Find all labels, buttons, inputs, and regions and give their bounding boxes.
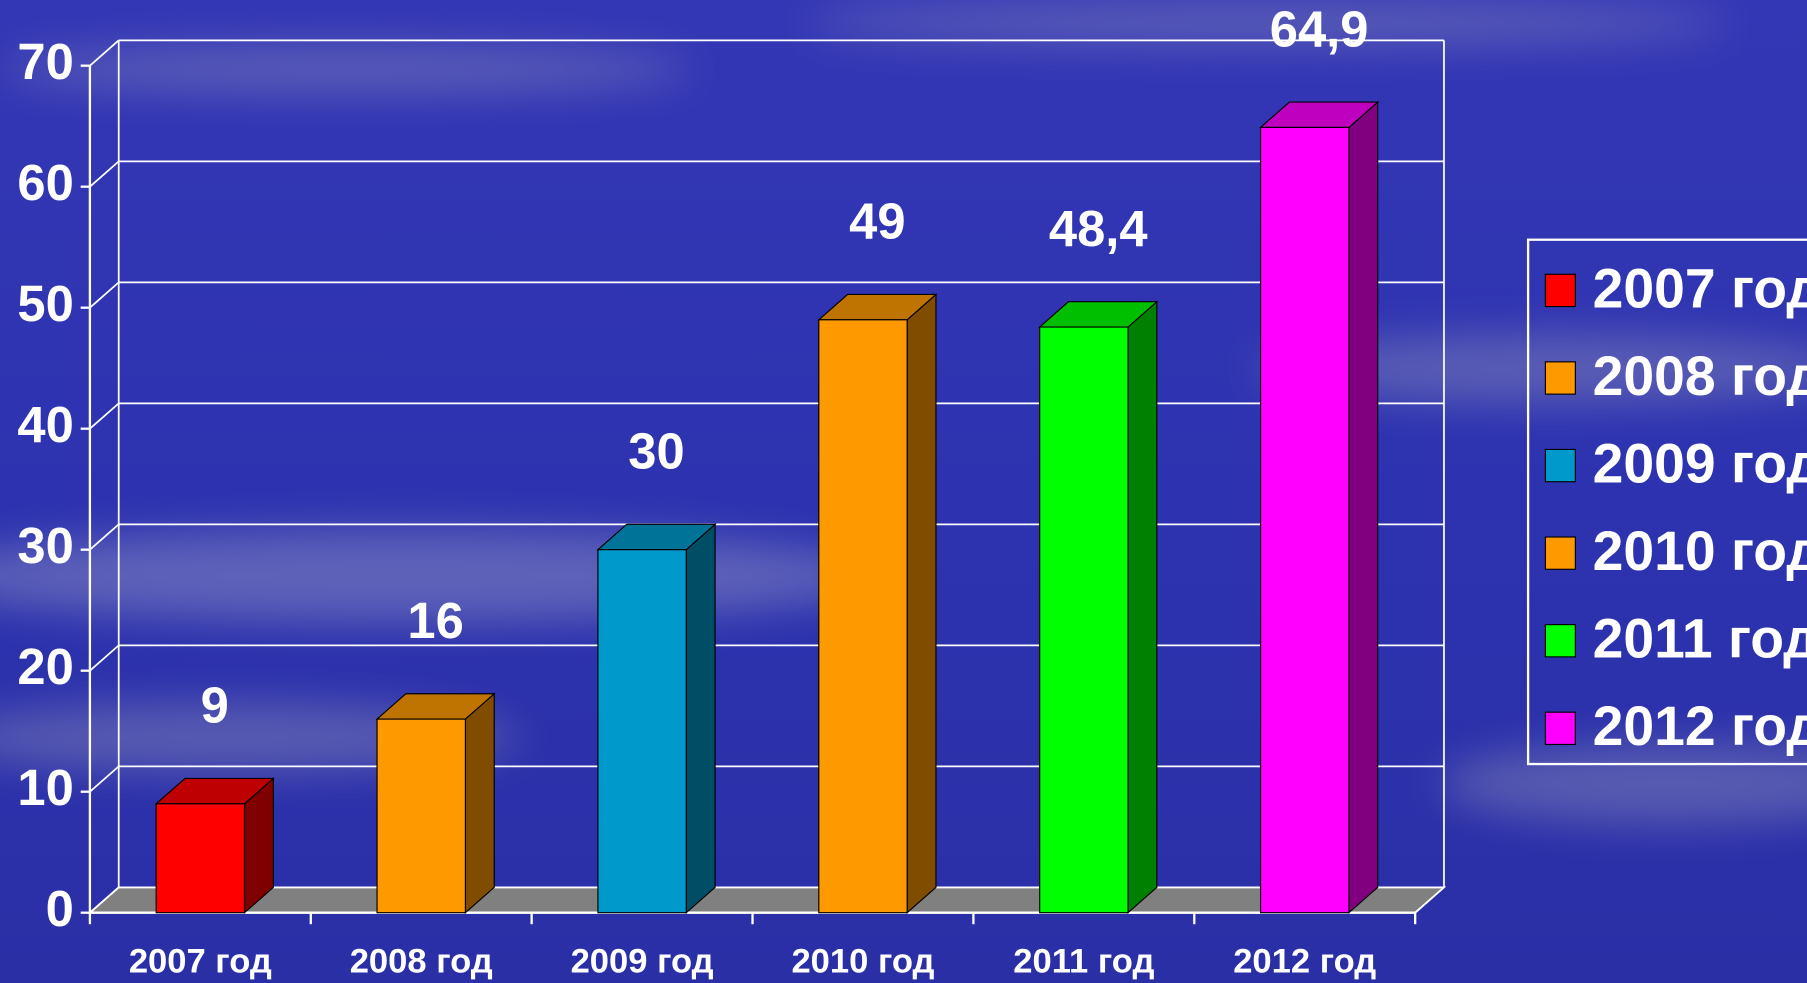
bar-side (1348, 100, 1379, 914)
legend-swatch (1544, 536, 1576, 570)
y-tick-label: 20 (17, 638, 73, 695)
x-tick-label: 2012 год (1233, 943, 1376, 981)
floor (87, 886, 1447, 914)
value-label: 64,9 (1270, 0, 1369, 57)
legend-swatch (1544, 361, 1576, 395)
legend-swatch (1544, 448, 1576, 483)
bar (155, 803, 246, 914)
y-tick-label: 30 (17, 517, 73, 574)
x-tick-label: 2011 год (1013, 943, 1154, 981)
y-tick-label: 10 (17, 759, 73, 816)
legend-swatch (1544, 711, 1576, 746)
y-tick-label: 60 (17, 154, 73, 211)
value-label: 49 (849, 193, 905, 250)
bar-side (464, 692, 495, 914)
legend-label: 2008 год (1593, 345, 1807, 407)
legend-label: 2011 год (1593, 608, 1807, 670)
value-label: 30 (628, 423, 684, 480)
value-label: 9 (201, 677, 229, 734)
x-tick-label: 2007 год (129, 943, 272, 981)
floor-edge (1414, 886, 1445, 914)
grid-line (89, 765, 120, 793)
grid-line (89, 402, 120, 430)
y-tick-label: 0 (46, 880, 74, 937)
x-tick-label: 2009 год (571, 943, 714, 981)
bar-side (906, 293, 937, 914)
legend-box (1526, 238, 1807, 766)
bar (1259, 126, 1350, 914)
value-label: 16 (407, 592, 463, 649)
grid-line (89, 160, 120, 188)
y-tick-label: 70 (17, 33, 73, 90)
legend-swatch (1544, 624, 1576, 658)
x-tick-label: 2010 год (791, 943, 934, 981)
legend-label: 2009 год (1593, 432, 1807, 494)
y-tick-label: 40 (17, 396, 73, 453)
legend-label: 2012 год (1593, 695, 1807, 757)
grid-line (89, 281, 120, 309)
legend-swatch (1544, 273, 1576, 308)
legend-label: 2007 год (1593, 257, 1807, 319)
bar-side (1127, 300, 1158, 914)
bar (1039, 326, 1129, 914)
grid-line (89, 523, 120, 551)
bar (818, 319, 908, 914)
legend-label: 2010 год (1593, 520, 1807, 582)
bar (597, 549, 687, 914)
grid-line (89, 39, 120, 67)
grid-line (89, 886, 120, 914)
bar-side (685, 523, 716, 914)
bar (376, 718, 466, 914)
y-tick-label: 50 (17, 275, 73, 332)
grid-line (89, 644, 120, 672)
x-tick-label: 2008 год (350, 943, 493, 981)
value-label: 48,4 (1049, 200, 1148, 257)
